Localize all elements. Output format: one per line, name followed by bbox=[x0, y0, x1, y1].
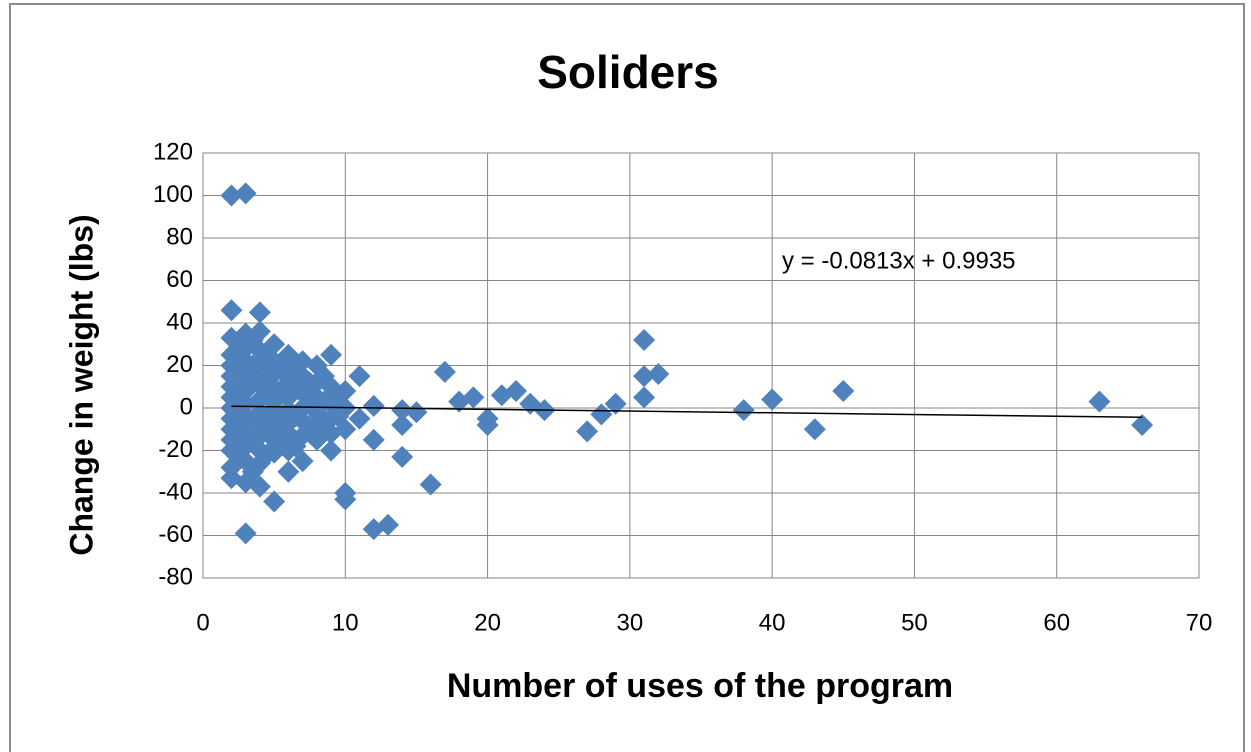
point bbox=[633, 365, 656, 388]
y-tick-label: -80 bbox=[158, 563, 193, 590]
x-tick-label: 30 bbox=[617, 609, 644, 636]
point bbox=[320, 343, 343, 366]
trendline bbox=[231, 405, 1143, 419]
y-tick-label: -40 bbox=[158, 478, 193, 505]
point bbox=[376, 513, 399, 536]
chart-title: Soliders bbox=[537, 46, 719, 98]
point bbox=[334, 418, 357, 441]
point bbox=[277, 460, 300, 483]
point bbox=[248, 320, 271, 343]
point bbox=[732, 399, 755, 422]
y-tick-label: -20 bbox=[158, 436, 193, 463]
point bbox=[348, 365, 371, 388]
point bbox=[362, 394, 385, 417]
point bbox=[1088, 390, 1111, 413]
point bbox=[334, 380, 357, 402]
point bbox=[761, 388, 784, 411]
point bbox=[220, 184, 243, 207]
point bbox=[320, 439, 343, 462]
point bbox=[405, 401, 428, 424]
chart-frame bbox=[9, 3, 1245, 752]
y-tick-label: 60 bbox=[166, 266, 193, 293]
x-axis-label: Number of uses of the program bbox=[447, 667, 953, 705]
point bbox=[476, 414, 499, 436]
point bbox=[348, 407, 371, 430]
point bbox=[832, 380, 855, 402]
y-axis-label: Change in weight (lbs) bbox=[63, 214, 99, 555]
x-tick-label: 50 bbox=[901, 609, 928, 636]
point bbox=[391, 445, 414, 468]
x-tick-label: 0 bbox=[196, 609, 209, 636]
x-tick-label: 20 bbox=[474, 609, 501, 636]
point bbox=[391, 414, 414, 436]
y-tick-label: 120 bbox=[153, 138, 193, 165]
x-tick-label: 10 bbox=[332, 609, 359, 636]
point bbox=[576, 420, 599, 443]
point bbox=[263, 490, 286, 513]
point bbox=[234, 182, 257, 205]
point bbox=[633, 329, 656, 351]
x-tick-label: 40 bbox=[759, 609, 786, 636]
point bbox=[248, 475, 271, 498]
point bbox=[248, 301, 271, 324]
point bbox=[220, 299, 243, 322]
trendline-label: y = -0.0813x + 0.9935 bbox=[782, 247, 1016, 274]
y-tick-label: -60 bbox=[158, 521, 193, 548]
point bbox=[803, 418, 826, 441]
point bbox=[462, 386, 485, 409]
x-tick-label: 60 bbox=[1043, 609, 1070, 636]
y-tick-label: 40 bbox=[166, 308, 193, 335]
point bbox=[362, 428, 385, 451]
point bbox=[1131, 414, 1154, 436]
point bbox=[263, 333, 286, 356]
point bbox=[433, 360, 456, 383]
y-tick-label: 20 bbox=[166, 351, 193, 378]
point bbox=[291, 450, 314, 473]
point bbox=[647, 363, 670, 385]
point bbox=[590, 403, 613, 426]
y-tick-label: 0 bbox=[180, 393, 193, 420]
point bbox=[234, 522, 257, 545]
y-tick-label: 80 bbox=[166, 223, 193, 250]
point bbox=[419, 473, 442, 496]
x-tick-label: 70 bbox=[1186, 609, 1213, 636]
point bbox=[334, 488, 357, 511]
plot-border bbox=[202, 152, 1200, 579]
point bbox=[391, 399, 414, 422]
y-tick-label: 100 bbox=[153, 181, 193, 208]
point bbox=[633, 386, 656, 409]
point bbox=[604, 392, 627, 415]
point bbox=[505, 380, 528, 402]
